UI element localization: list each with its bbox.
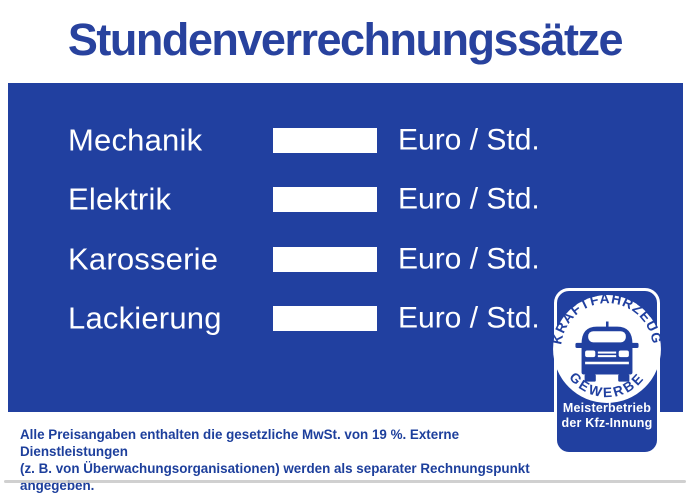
rate-row-karosserie: Karosserie Euro / Std. xyxy=(8,241,683,277)
page-title: Stundenverrechnungssätze xyxy=(67,14,624,65)
price-blank-field xyxy=(273,187,377,212)
price-blank-field xyxy=(273,128,377,153)
rate-unit: Euro / Std. xyxy=(398,182,540,216)
rate-row-lackierung: Lackierung Euro / Std. xyxy=(8,300,683,336)
badge-caption-line2: der Kfz-Innung xyxy=(561,416,653,430)
rate-unit: Euro / Std. xyxy=(398,242,540,276)
price-blank-field xyxy=(273,247,377,272)
price-blank-field xyxy=(273,306,377,331)
scan-artifact-line xyxy=(4,480,686,483)
footnote-line1: Alle Preisangaben enthalten die gesetzli… xyxy=(20,427,460,459)
badge-caption-line1: Meisterbetrieb xyxy=(562,401,652,415)
rate-label: Karosserie xyxy=(68,241,219,277)
kfz-gewerbe-emblem: KRAFTFAHRZEUG GEWERBE xyxy=(549,291,664,403)
rate-label: Lackierung xyxy=(68,300,222,336)
rates-panel: Mechanik Euro / Std. Elektrik Euro / Std… xyxy=(8,83,683,412)
footnote: Alle Preisangaben enthalten die gesetzli… xyxy=(20,426,565,494)
rate-label: Mechanik xyxy=(68,122,203,158)
rate-label: Elektrik xyxy=(68,181,172,217)
rate-unit: Euro / Std. xyxy=(398,123,540,157)
rate-unit: Euro / Std. xyxy=(398,301,540,335)
rate-row-elektrik: Elektrik Euro / Std. xyxy=(8,181,683,217)
footnote-line2: (z. B. von Überwachungsorganisationen) w… xyxy=(20,461,530,493)
car-front-icon xyxy=(575,321,639,382)
kfz-guild-badge: KRAFTFAHRZEUG GEWERBE Meisterb xyxy=(549,288,664,455)
badge-caption: Meisterbetrieb der Kfz-Innung xyxy=(557,401,657,431)
rate-row-mechanik: Mechanik Euro / Std. xyxy=(8,122,683,158)
